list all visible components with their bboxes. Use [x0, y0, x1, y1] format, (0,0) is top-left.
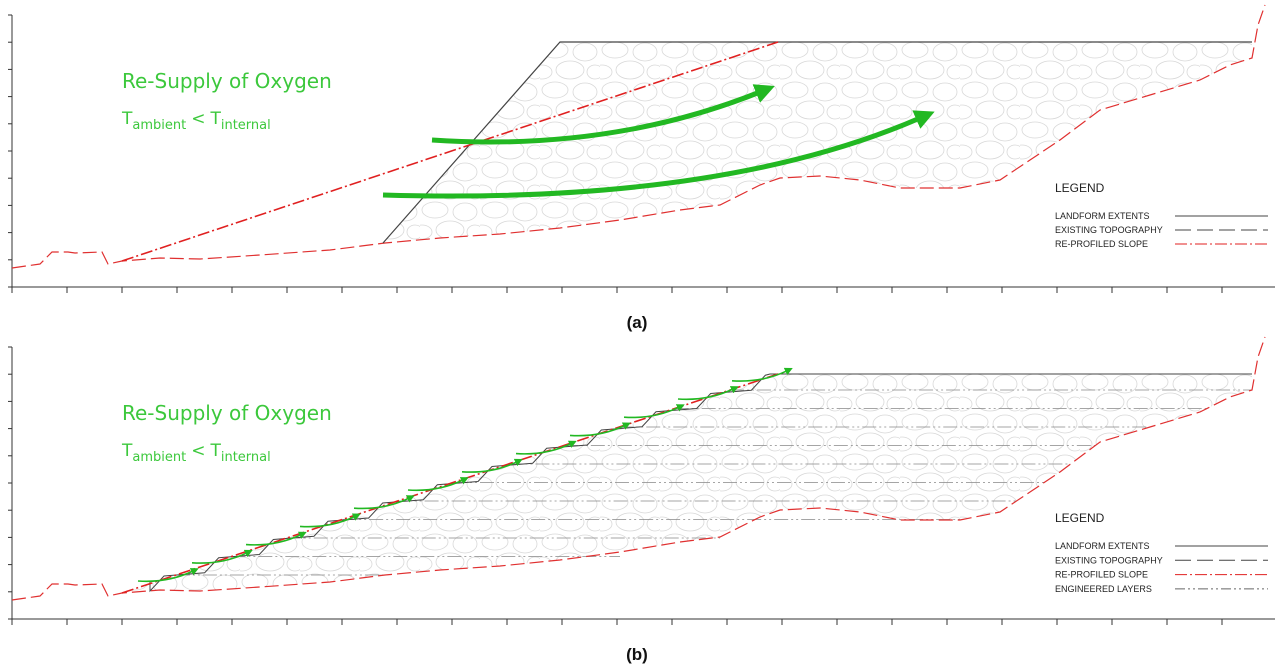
equation-part: ambient [132, 118, 186, 133]
equation-part: < [191, 441, 205, 461]
existing-topography [11, 4, 1266, 269]
panel-label: (b) [626, 645, 648, 664]
airflow-arrow [515, 440, 577, 455]
airflow-arrow [431, 84, 775, 145]
legend-label: LANDFORM EXTENTS [1055, 211, 1150, 221]
equation-part: T [121, 109, 133, 129]
airflow-arrow [353, 495, 415, 510]
annotation-title: Re-Supply of Oxygen [122, 69, 332, 93]
legend-label: EXISTING TOPOGRAPHY [1055, 555, 1163, 565]
airflow-arrow [137, 568, 199, 583]
equation-part: T [209, 109, 221, 129]
reprofiled-slope [121, 41, 779, 262]
airflow-arrow [623, 404, 685, 419]
legend-label: EXISTING TOPOGRAPHY [1055, 225, 1163, 235]
landform-extents [382, 41, 1252, 244]
equation-part: < [191, 109, 205, 129]
equation-part: T [209, 441, 221, 461]
airflow-arrow [731, 367, 793, 382]
airflow-arrow [569, 422, 631, 437]
airflow-arrow [191, 549, 253, 564]
annotation-title: Re-Supply of Oxygen [122, 401, 332, 425]
legend-label: ENGINEERED LAYERS [1055, 584, 1152, 594]
airflow-arrow [677, 386, 739, 401]
airflow-arrow [461, 458, 523, 473]
airflow-arrow [299, 513, 361, 528]
existing-topography [11, 336, 1266, 601]
equation-part: internal [221, 450, 271, 465]
equation-part: internal [221, 118, 271, 133]
equation-part: T [121, 441, 133, 461]
airflow-arrow [382, 110, 935, 199]
airflow-arrow [407, 477, 469, 492]
legend-label: RE-PROFILED SLOPE [1055, 570, 1148, 580]
panel-label: (a) [627, 313, 648, 332]
legend-label: LANDFORM EXTENTS [1055, 541, 1150, 551]
reprofiled-slope [121, 373, 779, 594]
legend-title: LEGEND [1055, 181, 1105, 195]
legend-label: RE-PROFILED SLOPE [1055, 239, 1148, 249]
equation-part: ambient [132, 450, 186, 465]
legend-title: LEGEND [1055, 511, 1105, 525]
annotation-equation: Tambient < Tinternal [121, 441, 271, 465]
annotation-equation: Tambient < Tinternal [121, 109, 271, 133]
airflow-arrow [245, 531, 307, 546]
